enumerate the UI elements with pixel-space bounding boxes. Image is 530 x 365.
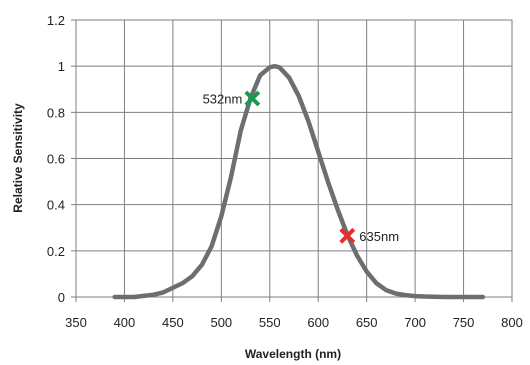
y-tick-label: 1.2	[47, 13, 65, 28]
y-tick-label: 0.8	[47, 105, 65, 120]
y-tick-label: 0.6	[47, 152, 65, 167]
cross-marker-icon	[339, 227, 356, 244]
x-axis-label: Wavelength (nm)	[245, 347, 341, 361]
x-tick-label: 500	[210, 315, 232, 330]
axes	[71, 19, 513, 302]
x-tick-label: 650	[356, 315, 378, 330]
y-tick-label: 1	[58, 59, 65, 74]
plot-border	[75, 19, 513, 298]
annotation-marker	[244, 90, 261, 107]
annotation-label: 532nm	[203, 91, 243, 106]
x-tick-label: 550	[259, 315, 281, 330]
y-axis-label: Relative Sensitivity	[11, 103, 25, 213]
y-tick-label: 0	[58, 290, 65, 305]
x-tick-label: 700	[404, 315, 426, 330]
annotation-layer: 532nm 635nm	[203, 90, 399, 244]
annotation-marker	[339, 227, 356, 244]
cross-marker-icon	[244, 90, 261, 107]
series-layer	[112, 63, 486, 300]
grid	[75, 19, 513, 298]
x-tick-label: 350	[65, 315, 87, 330]
x-tick-label: 750	[453, 315, 475, 330]
x-tick-label: 800	[501, 315, 523, 330]
annotation-label: 635nm	[359, 229, 399, 244]
x-tick-label: 400	[114, 315, 136, 330]
y-tick-label: 0.2	[47, 244, 65, 259]
series-line	[112, 63, 486, 300]
y-tick-label: 0.4	[47, 198, 65, 213]
x-tick-label: 450	[162, 315, 184, 330]
x-tick-label: 600	[307, 315, 329, 330]
tick-labels: 350 400 450 500 550 600 650 700 750 800 0 0.2 0.4 0.6…	[47, 13, 523, 330]
